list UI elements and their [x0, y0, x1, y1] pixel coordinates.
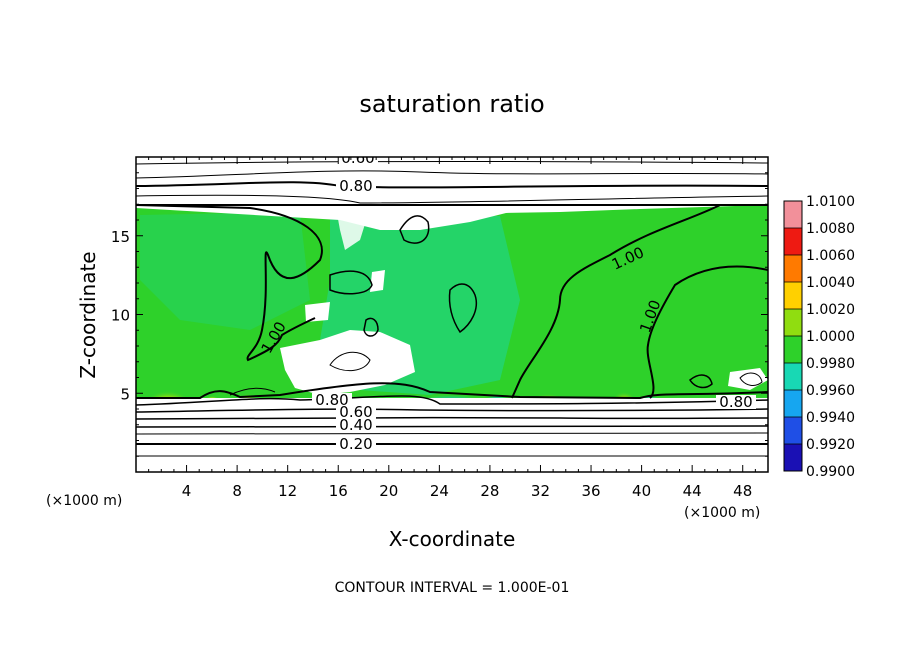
- x-tick-label: 28: [480, 482, 499, 500]
- y-tick-label: 5: [120, 385, 130, 403]
- x-unit-left: (×1000 m): [46, 493, 122, 509]
- colorbar-label: 0.9900: [806, 464, 855, 480]
- colorbar-label: 0.9920: [806, 437, 855, 453]
- chart-title: saturation ratio: [359, 90, 544, 118]
- colorbar-label: 0.9960: [806, 383, 855, 399]
- colorbar: 0.9900 0.9920 0.9940 0.9960 0.9980 1.0000 1.00…: [784, 194, 855, 480]
- colorbar-label: 0.9980: [806, 356, 855, 372]
- colorbar-label: 1.0020: [806, 302, 855, 318]
- contour-label-9: 0.80: [719, 393, 752, 411]
- x-tick-label: 32: [531, 482, 550, 500]
- colorbar-swatch: [784, 309, 802, 336]
- y-tick-label: 10: [111, 307, 130, 325]
- x-tick-label: 44: [683, 482, 702, 500]
- x-tick-label: 20: [379, 482, 398, 500]
- x-tick-label: 16: [329, 482, 348, 500]
- x-tick-label: 8: [232, 482, 242, 500]
- x-tick-label: 12: [278, 482, 297, 500]
- x-tick-label: 24: [430, 482, 449, 500]
- colorbar-swatch: [784, 336, 802, 363]
- contour-label-7: 0.40: [339, 416, 372, 434]
- colorbar-swatch: [784, 255, 802, 282]
- colorbar-swatch: [784, 282, 802, 309]
- y-tick-label: 15: [111, 228, 130, 246]
- colorbar-swatch: [784, 390, 802, 417]
- x-tick-label: 40: [632, 482, 651, 500]
- x-axis-label: X-coordinate: [389, 527, 516, 551]
- contour-label-0: 0.60: [341, 149, 374, 167]
- colorbar-swatch: [784, 417, 802, 444]
- colorbar-label: 1.0000: [806, 329, 855, 345]
- x-tick-label: 36: [581, 482, 600, 500]
- contour-label-1: 0.80: [339, 177, 372, 195]
- colorbar-swatch: [784, 228, 802, 255]
- colorbar-swatch: [784, 363, 802, 390]
- colorbar-label: 1.0040: [806, 275, 855, 291]
- x-tick-label: 48: [733, 482, 752, 500]
- x-unit-right: (×1000 m): [684, 505, 760, 521]
- colorbar-swatch: [784, 201, 802, 228]
- y-axis-label: Z-coordinate: [76, 251, 100, 378]
- colorbar-swatch: [784, 444, 802, 471]
- colorbar-label: 1.0080: [806, 221, 855, 237]
- colorbar-label: 0.9940: [806, 410, 855, 426]
- contour-interval-note: CONTOUR INTERVAL = 1.000E-01: [335, 580, 570, 596]
- plot-field: 0.60 0.80 1.00 1.00 1.00 0.80 0.60 0.40 …: [136, 149, 768, 472]
- contour-label-8: 0.20: [339, 435, 372, 453]
- x-tick-label: 4: [182, 482, 192, 500]
- colorbar-label: 1.0100: [806, 194, 855, 210]
- colorbar-label: 1.0060: [806, 248, 855, 264]
